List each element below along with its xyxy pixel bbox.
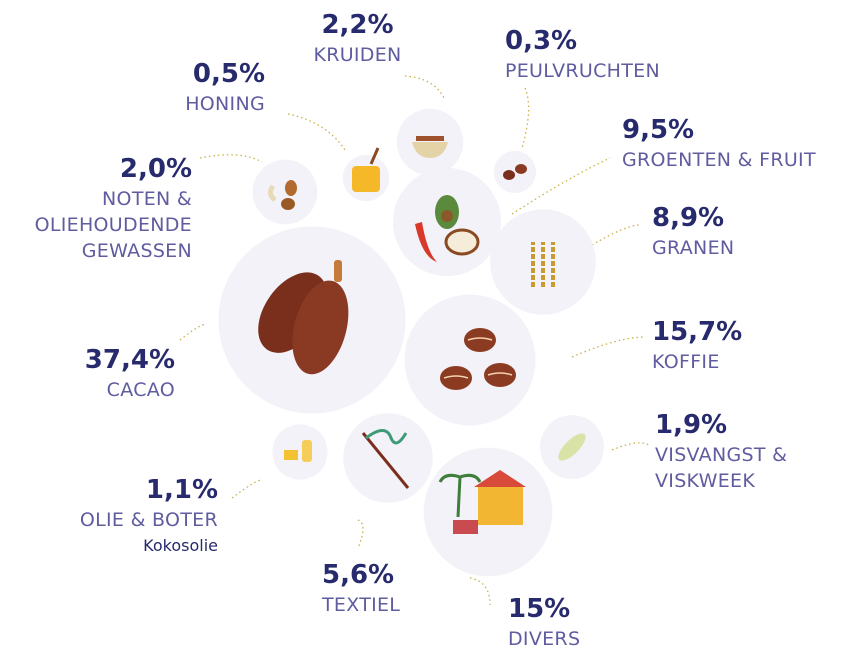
bubble xyxy=(252,159,318,225)
bubble-label: 5,6% TEXTIEL xyxy=(322,558,452,618)
icon-farm xyxy=(438,470,526,534)
bean xyxy=(515,164,527,174)
bubble xyxy=(343,413,433,503)
value-label: 15% xyxy=(508,594,571,624)
bubble-label: 15,7% KOFFIE xyxy=(652,315,832,375)
bubble-label: 0,3% PEULVRUCHTEN xyxy=(505,24,695,84)
bubble xyxy=(493,150,537,194)
connector xyxy=(357,519,364,549)
icon-honey xyxy=(352,147,380,192)
category-label: DIVERS xyxy=(508,628,581,647)
coconut xyxy=(444,228,480,256)
category-label: OLIE & BOTER xyxy=(79,509,218,531)
connector xyxy=(511,157,611,215)
bean xyxy=(484,363,516,387)
value-label: 8,9% xyxy=(652,203,725,233)
tractor xyxy=(453,520,478,534)
bubble-label: 1,9% VISVANGST & VISKWEEK xyxy=(655,408,825,494)
icon-coffee xyxy=(440,328,516,390)
stem xyxy=(334,260,342,282)
icon-beans xyxy=(503,164,527,180)
jar xyxy=(352,166,380,192)
value-label: 1,1% xyxy=(145,475,218,505)
needle xyxy=(361,432,410,489)
bean-line xyxy=(487,372,513,376)
value-label: 0,5% xyxy=(192,59,265,89)
pit xyxy=(441,210,453,222)
icon-grain xyxy=(531,242,555,287)
fish xyxy=(558,433,586,461)
connector xyxy=(611,442,651,451)
icon-fish xyxy=(558,433,586,461)
connector xyxy=(179,324,206,341)
value-label: 2,0% xyxy=(119,154,192,184)
dipper xyxy=(369,147,380,165)
category-label: GRANEN xyxy=(652,237,735,259)
annotation: Kokosolie xyxy=(143,536,218,555)
bubble-label: 9,5% GROENTEN & FRUIT xyxy=(622,113,849,173)
cinnamon xyxy=(416,136,444,141)
icon-nuts xyxy=(267,180,297,210)
connector xyxy=(469,577,491,606)
connector xyxy=(404,75,446,101)
bean-line xyxy=(467,337,493,341)
icon-cacao xyxy=(258,260,349,375)
connector xyxy=(521,87,530,149)
bubble-label: 8,9% GRANEN xyxy=(652,201,802,261)
category-label: GROENTEN & FRUIT xyxy=(622,149,816,171)
category-label: CACAO xyxy=(106,379,175,401)
nut xyxy=(281,198,295,210)
bean xyxy=(440,366,472,390)
bubble xyxy=(404,294,536,426)
bubble-label: 37,4% CACAO xyxy=(20,343,175,403)
category-label: KOFFIE xyxy=(652,351,720,373)
category-label: VISVANGST & VISKWEEK xyxy=(655,444,788,492)
category-label: NOTEN & OLIEHOUDENDE GEWASSEN xyxy=(34,188,192,262)
cashew xyxy=(267,184,277,202)
bean-line xyxy=(443,375,469,379)
icon-textile xyxy=(361,429,410,489)
bottle xyxy=(302,440,312,462)
value-label: 37,4% xyxy=(84,345,175,375)
icon-herbs xyxy=(412,136,448,158)
thread xyxy=(365,429,408,445)
bean xyxy=(464,328,496,352)
value-label: 9,5% xyxy=(622,115,695,145)
connector xyxy=(591,224,641,246)
value-label: 0,3% xyxy=(505,26,578,56)
pod xyxy=(292,280,349,375)
bubble-label: 0,5% HONING xyxy=(120,57,265,117)
bubble xyxy=(272,424,328,480)
connector xyxy=(287,113,346,151)
icon-veg xyxy=(415,195,480,262)
nut xyxy=(285,180,297,196)
connector xyxy=(571,336,646,358)
bubble-label: 2,0% NOTEN & OLIEHOUDENDE GEWASSEN xyxy=(0,152,192,264)
icon-oil xyxy=(284,440,312,462)
value-label: 15,7% xyxy=(652,317,743,347)
category-label: KRUIDEN xyxy=(313,44,402,66)
value-label: 5,6% xyxy=(322,560,395,590)
roof xyxy=(474,470,526,487)
value-label: 1,9% xyxy=(655,410,728,440)
category-label: HONING xyxy=(185,93,265,115)
bubble-label: 2,2% KRUIDEN xyxy=(290,8,425,68)
category-label: PEULVRUCHTEN xyxy=(505,60,660,82)
bubble xyxy=(396,108,464,176)
bean xyxy=(503,170,515,180)
value-label: 2,2% xyxy=(321,10,394,40)
category-label: TEXTIEL xyxy=(322,594,401,616)
chili xyxy=(415,222,437,262)
mortar xyxy=(412,142,448,158)
bubble-label: 15% DIVERS xyxy=(508,592,628,647)
connector xyxy=(199,154,263,163)
barn xyxy=(478,487,523,525)
palm xyxy=(438,473,482,518)
butter xyxy=(284,450,298,460)
connector xyxy=(231,479,263,499)
bubble-label: 1,1% OLIE & BOTER Kokosolie xyxy=(30,473,218,559)
